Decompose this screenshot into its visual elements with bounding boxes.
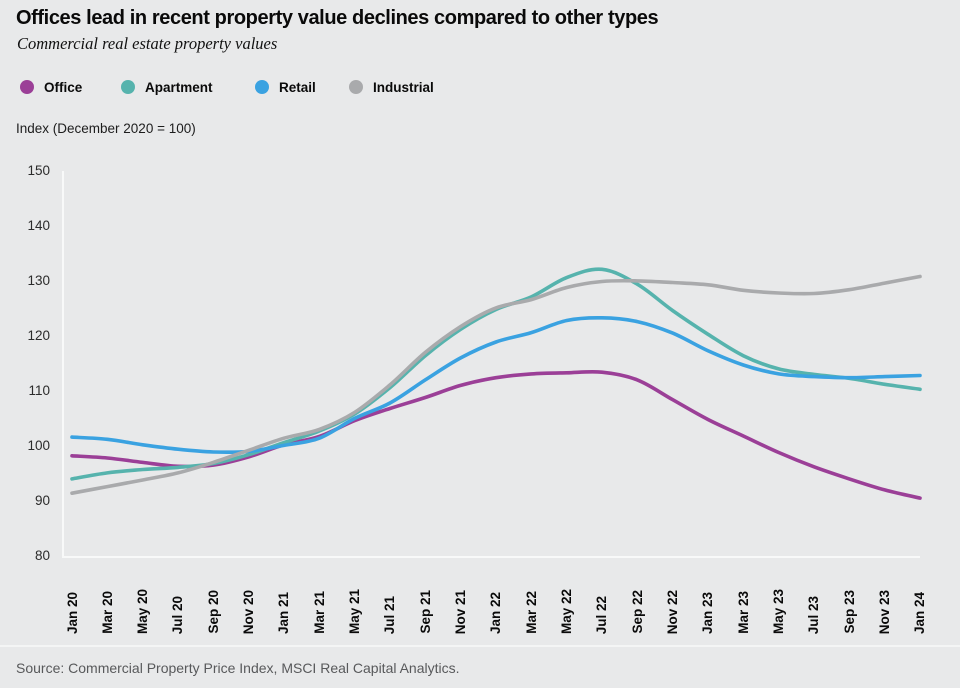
y-axis-line — [62, 171, 64, 558]
chart-subtitle: Commercial real estate property values — [17, 34, 278, 53]
legend-item-office: Office — [20, 79, 82, 95]
plot-svg — [70, 267, 922, 500]
y-tick-label: 90 — [34, 493, 50, 508]
y-tick-label: 100 — [27, 438, 50, 453]
source-note: Source: Commercial Property Price Index,… — [16, 660, 460, 676]
legend: Office Apartment Retail Industrial — [0, 79, 960, 97]
legend-label-retail: Retail — [279, 79, 316, 95]
legend-item-retail: Retail — [255, 79, 316, 95]
apartment-series-dot-icon — [121, 80, 135, 94]
retail-series-dot-icon — [255, 80, 269, 94]
legend-item-apartment: Apartment — [121, 79, 213, 95]
y-tick-label: 80 — [34, 548, 50, 563]
legend-item-industrial: Industrial — [349, 79, 434, 95]
y-tick-label: 130 — [27, 273, 50, 288]
legend-label-office: Office — [44, 79, 83, 95]
y-tick-label: 110 — [28, 383, 50, 398]
industrial-series-dot-icon — [349, 80, 363, 94]
chart-title: Offices lead in recent property value de… — [16, 7, 659, 29]
y-tick-label: 140 — [27, 218, 50, 233]
legend-label-apartment: Apartment — [145, 79, 213, 95]
series-line-retail — [70, 315, 922, 455]
y-tick-label: 150 — [27, 163, 50, 178]
x-axis-line — [62, 556, 920, 558]
legend-label-industrial: Industrial — [373, 79, 434, 95]
y-axis-unit-label: Index (December 2020 = 100) — [16, 121, 196, 136]
series-line-industrial — [70, 274, 922, 495]
y-tick-label: 120 — [27, 328, 50, 343]
x-tick-label: Jan 24 — [912, 591, 928, 634]
series-line-office — [70, 369, 922, 500]
footer-separator — [0, 645, 960, 647]
office-series-dot-icon — [20, 80, 34, 94]
